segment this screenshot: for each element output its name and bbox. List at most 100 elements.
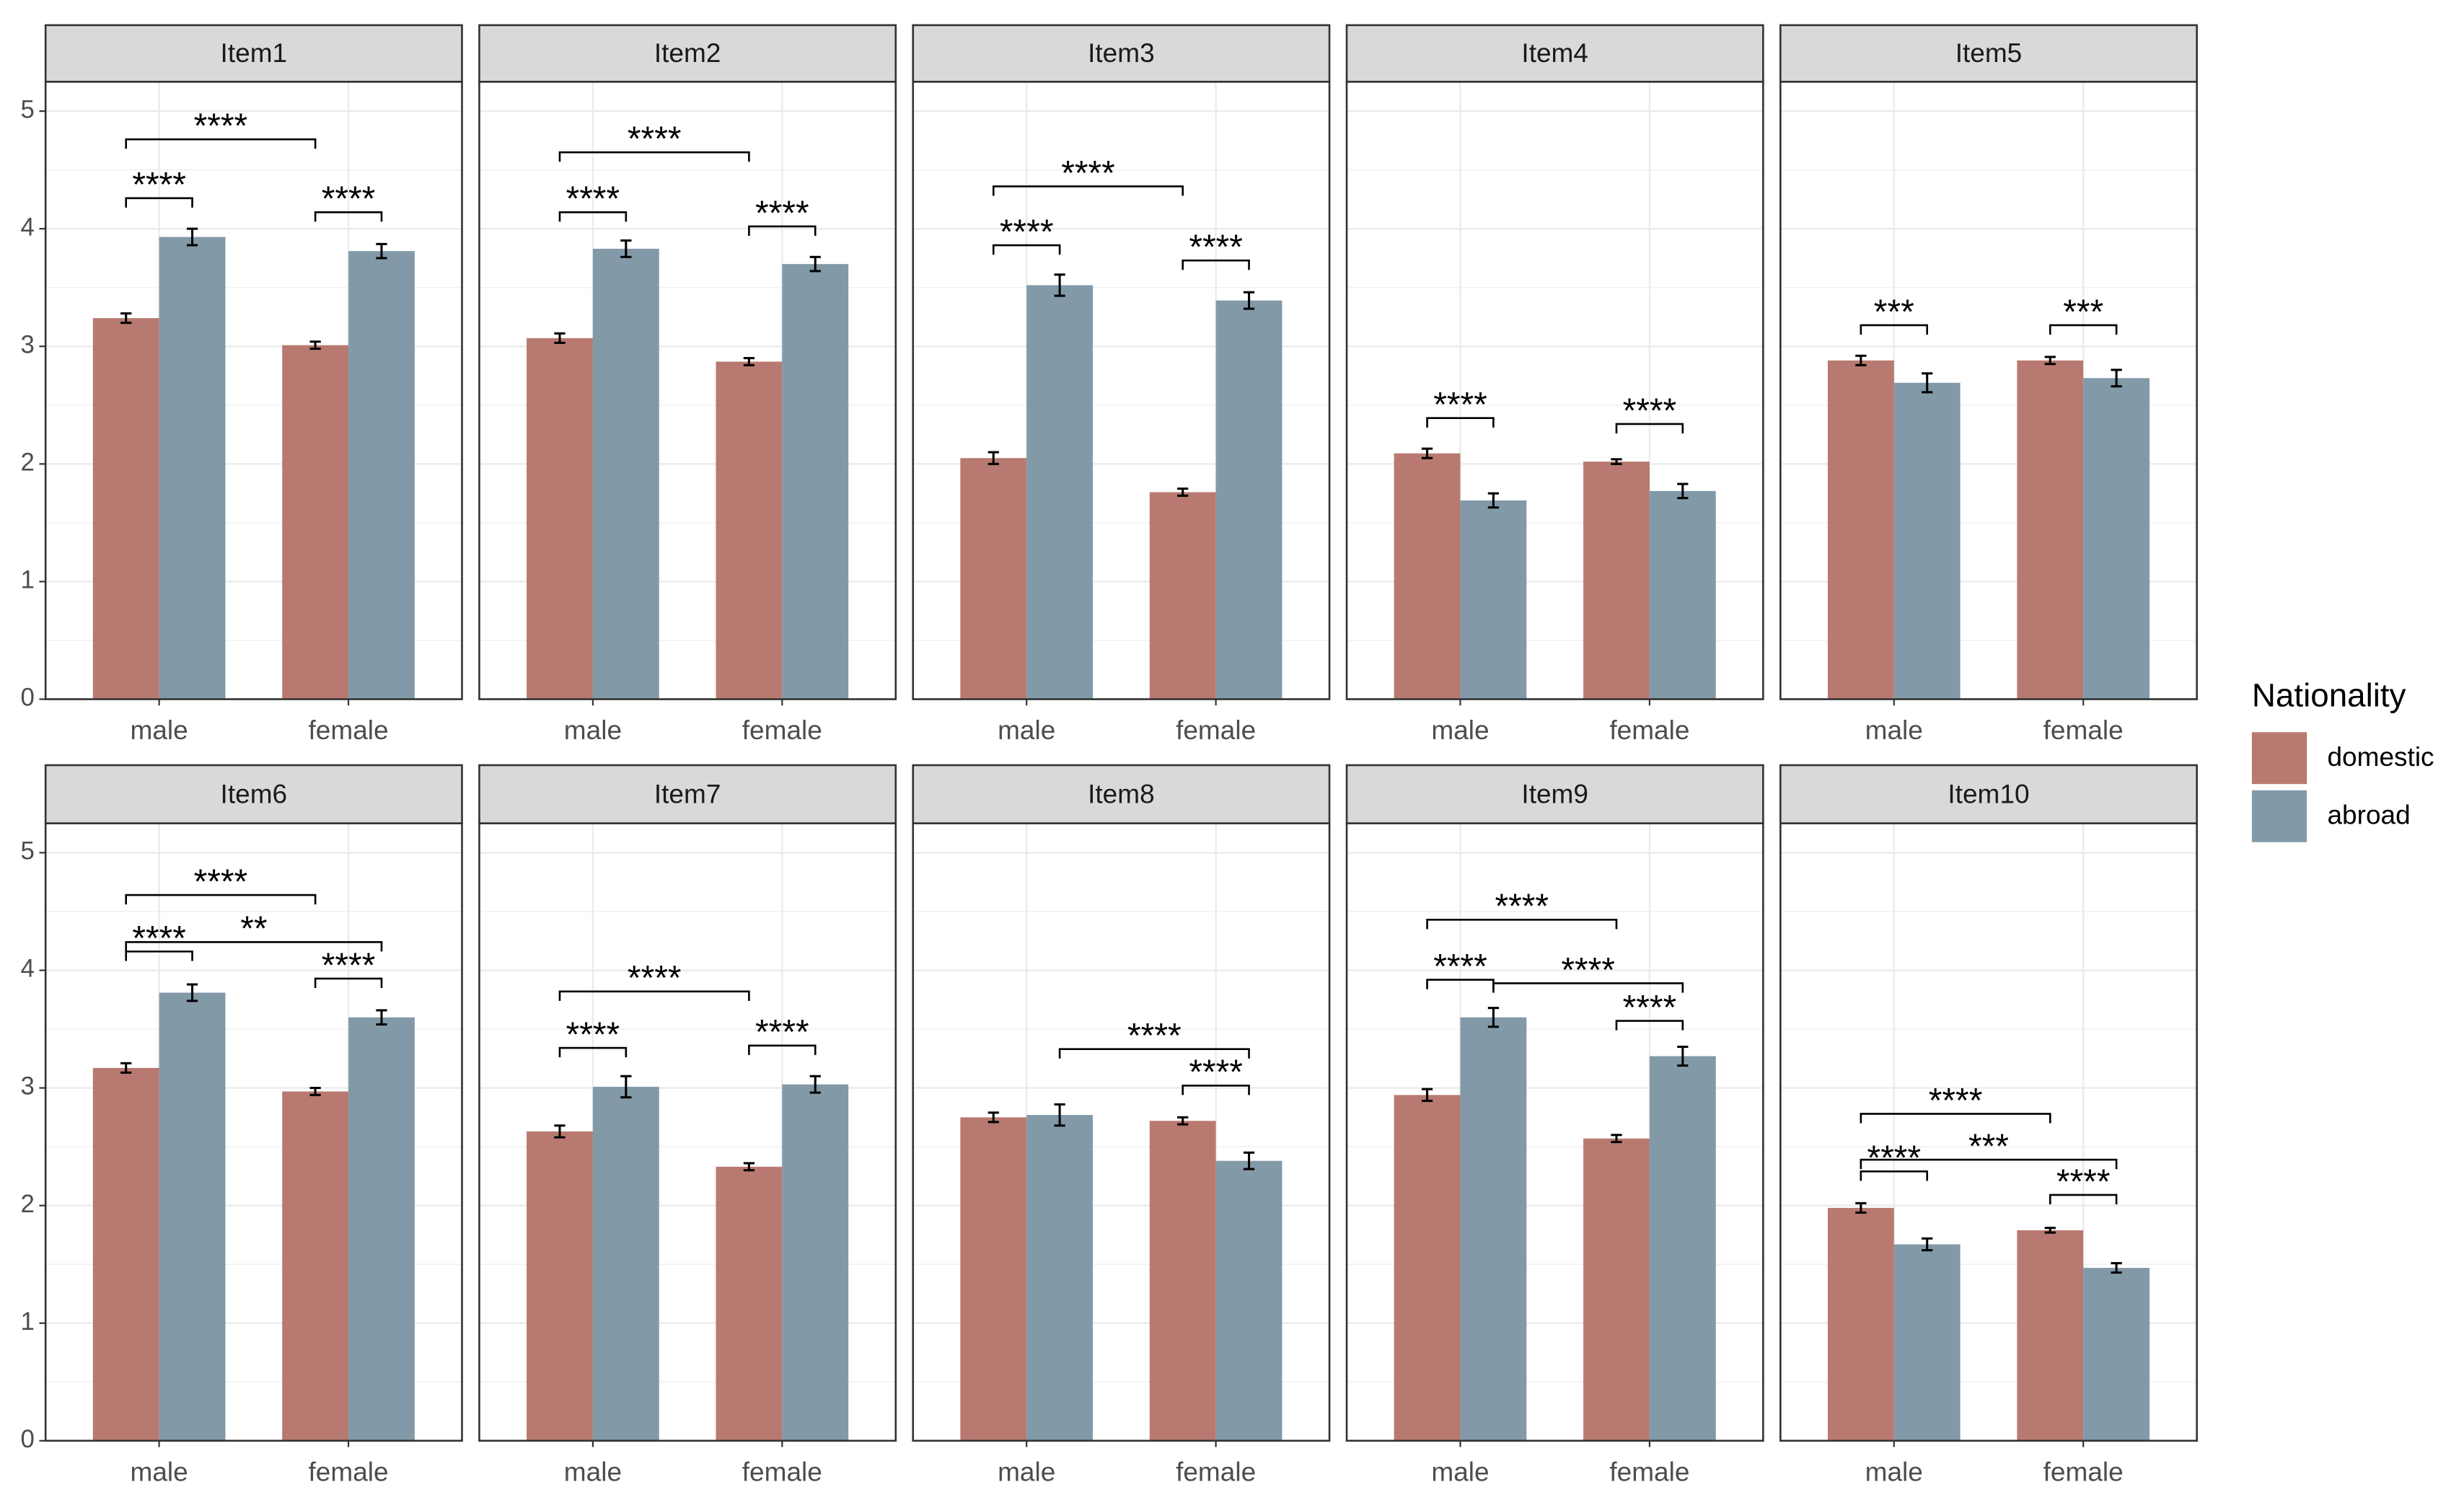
error-bar [1421, 447, 1433, 459]
x-tick-label: female [1176, 1456, 1256, 1486]
x-tick-label: female [742, 1456, 822, 1486]
bar [1026, 1115, 1094, 1441]
significance-bracket [125, 951, 193, 961]
significance-bracket [314, 977, 383, 988]
bar [527, 338, 593, 700]
error-bar [1243, 1151, 1255, 1170]
facet-strip [1345, 24, 1764, 83]
significance-bracket [1615, 423, 1684, 433]
significance-bracket [125, 197, 193, 208]
error-bar [809, 255, 821, 273]
significance-bracket [1860, 1158, 2118, 1170]
error-bar [620, 239, 632, 258]
y-tick-label: 4 [21, 213, 35, 241]
significance-bracket [125, 941, 383, 952]
facet-strip [912, 764, 1331, 824]
significance-bracket [748, 225, 817, 236]
bar [2017, 360, 2084, 700]
y-tick-label: 3 [21, 1072, 35, 1101]
error-bar [1611, 1134, 1622, 1144]
significance-label: **** [1189, 229, 1243, 267]
legend-label: abroad [2327, 800, 2410, 830]
error-bar [1421, 1088, 1433, 1103]
facet-strip [1779, 24, 2198, 83]
bar [1215, 300, 1282, 700]
error-bar [376, 242, 387, 260]
x-tick-label: male [998, 1456, 1055, 1486]
error-bar [120, 1062, 132, 1074]
error-bar [987, 451, 999, 465]
y-tick-label: 1 [21, 1307, 35, 1336]
bar [1893, 382, 1961, 700]
significance-label: **** [1189, 1054, 1243, 1092]
facet-title: Item1 [221, 38, 288, 68]
y-tick-label: 2 [21, 1190, 35, 1218]
facet-strip [478, 24, 897, 83]
error-bar [1677, 1045, 1689, 1067]
bar [1460, 1017, 1527, 1441]
error-bar [809, 1075, 821, 1094]
bar [2017, 1230, 2084, 1441]
x-tick-label: female [2043, 715, 2124, 745]
significance-label: *** [2063, 293, 2103, 331]
bar [960, 1117, 1027, 1441]
bar [92, 318, 159, 700]
error-bar [120, 312, 132, 325]
facet-title: Item4 [1521, 38, 1588, 68]
bar [2083, 1268, 2150, 1441]
facet-strip [912, 24, 1331, 83]
facet-strip [44, 764, 463, 824]
facet-title: Item6 [221, 778, 288, 808]
facet-strip [1345, 764, 1764, 824]
legend-label: domestic [2327, 741, 2434, 772]
error-bar [186, 983, 198, 1002]
significance-label: **** [1561, 951, 1615, 989]
bar [527, 1131, 593, 1441]
error-bar [1922, 372, 1933, 394]
bar [1583, 1138, 1650, 1441]
significance-label: **** [755, 194, 809, 232]
y-tick-label: 4 [21, 955, 35, 983]
panel: ******** male female Item8 [912, 764, 1331, 1486]
error-bar [1177, 1116, 1189, 1126]
error-bar [554, 332, 566, 344]
error-bar [987, 1111, 999, 1124]
significance-bracket [992, 244, 1061, 255]
significance-label: **** [1061, 154, 1115, 193]
significance-label: **** [1127, 1017, 1182, 1055]
significance-bracket [1860, 1113, 2051, 1124]
bar [348, 1017, 415, 1441]
y-tick-label: 5 [21, 837, 35, 865]
facet-title: Item10 [1948, 778, 2029, 808]
x-tick-label: female [308, 1456, 388, 1486]
error-bar [1855, 354, 1867, 366]
significance-bracket [1426, 919, 1618, 930]
significance-label: **** [628, 959, 682, 997]
error-bar [554, 1124, 566, 1139]
x-tick-label: male [564, 1456, 622, 1486]
significance-bracket [1492, 982, 1684, 993]
bar [1649, 1056, 1716, 1441]
significance-label: **** [1623, 392, 1677, 430]
bar [716, 361, 783, 700]
significance-bracket [558, 990, 750, 1001]
bar [282, 345, 349, 700]
bar [92, 1067, 159, 1441]
bar [2083, 378, 2150, 700]
error-bar [743, 1162, 755, 1172]
significance-bracket [125, 894, 317, 905]
significance-bracket [1182, 259, 1250, 270]
bar [1394, 453, 1461, 700]
y-tick-label: 5 [21, 95, 35, 123]
x-tick-label: female [2043, 1456, 2124, 1486]
facet-strip [478, 764, 897, 824]
significance-bracket [1426, 417, 1495, 428]
bar [782, 264, 849, 700]
y-tick-label: 0 [21, 1425, 35, 1453]
legend: Nationality domestic abroad [2251, 676, 2434, 842]
error-bar [1855, 1201, 1867, 1214]
error-bar [309, 1087, 321, 1096]
bar [1827, 360, 1894, 700]
